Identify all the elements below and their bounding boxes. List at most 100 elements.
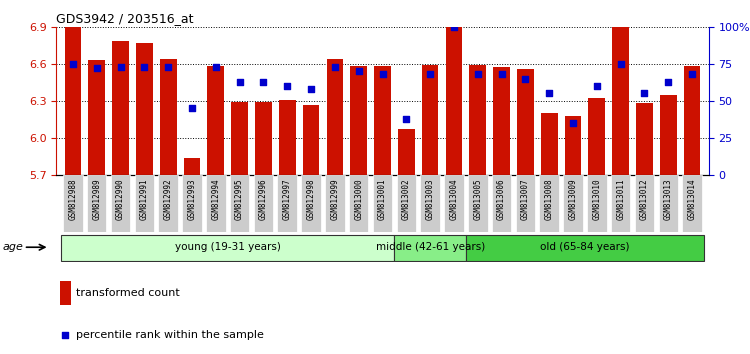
Bar bbox=[684, 66, 700, 175]
Bar bbox=[279, 100, 296, 175]
Point bbox=[662, 79, 674, 84]
Text: GSM813004: GSM813004 bbox=[449, 178, 458, 220]
Bar bbox=[565, 116, 581, 175]
Point bbox=[328, 64, 340, 69]
Text: percentile rank within the sample: percentile rank within the sample bbox=[76, 330, 264, 340]
Text: GSM813000: GSM813000 bbox=[354, 178, 363, 220]
Bar bbox=[88, 60, 105, 175]
FancyBboxPatch shape bbox=[634, 175, 654, 232]
Bar bbox=[517, 69, 534, 175]
Bar bbox=[636, 103, 652, 175]
Text: GSM812999: GSM812999 bbox=[330, 178, 339, 220]
Point bbox=[615, 61, 627, 67]
Point bbox=[115, 64, 127, 69]
Text: GSM813003: GSM813003 bbox=[426, 178, 435, 220]
FancyBboxPatch shape bbox=[492, 175, 512, 232]
Bar bbox=[184, 158, 200, 175]
Text: GSM812998: GSM812998 bbox=[307, 178, 316, 220]
FancyBboxPatch shape bbox=[158, 175, 178, 232]
Text: GSM813002: GSM813002 bbox=[402, 178, 411, 220]
Point bbox=[59, 332, 71, 338]
Bar bbox=[326, 59, 344, 175]
Point bbox=[496, 71, 508, 77]
Point bbox=[543, 91, 555, 96]
Point bbox=[376, 71, 388, 77]
Point bbox=[91, 65, 103, 71]
Text: GSM813007: GSM813007 bbox=[521, 178, 530, 220]
FancyBboxPatch shape bbox=[182, 175, 202, 232]
Point bbox=[638, 91, 650, 96]
Bar bbox=[231, 102, 248, 175]
FancyBboxPatch shape bbox=[87, 175, 106, 232]
Point bbox=[305, 86, 317, 92]
Text: GSM812990: GSM812990 bbox=[116, 178, 125, 220]
Text: GSM812992: GSM812992 bbox=[164, 178, 172, 220]
Point bbox=[686, 71, 698, 77]
FancyBboxPatch shape bbox=[349, 175, 368, 232]
Bar bbox=[303, 105, 320, 175]
Text: GSM812994: GSM812994 bbox=[211, 178, 220, 220]
Point bbox=[400, 116, 412, 121]
Bar bbox=[422, 65, 439, 175]
Bar bbox=[64, 27, 81, 175]
Text: old (65-84 years): old (65-84 years) bbox=[540, 242, 630, 252]
Text: GSM813012: GSM813012 bbox=[640, 178, 649, 220]
FancyBboxPatch shape bbox=[420, 175, 440, 232]
Bar bbox=[160, 59, 176, 175]
Bar bbox=[350, 66, 367, 175]
Text: GDS3942 / 203516_at: GDS3942 / 203516_at bbox=[56, 12, 194, 25]
Text: GSM812988: GSM812988 bbox=[68, 178, 77, 220]
Bar bbox=[446, 27, 462, 175]
FancyBboxPatch shape bbox=[278, 175, 297, 232]
FancyBboxPatch shape bbox=[230, 175, 250, 232]
Text: GSM812989: GSM812989 bbox=[92, 178, 101, 220]
Bar bbox=[136, 43, 153, 175]
Text: GSM813014: GSM813014 bbox=[688, 178, 697, 220]
Bar bbox=[541, 113, 557, 175]
Text: GSM812995: GSM812995 bbox=[235, 178, 244, 220]
FancyBboxPatch shape bbox=[682, 175, 702, 232]
Point bbox=[591, 83, 603, 89]
Text: GSM813011: GSM813011 bbox=[616, 178, 626, 220]
Text: GSM813008: GSM813008 bbox=[544, 178, 554, 220]
Bar bbox=[374, 66, 391, 175]
FancyBboxPatch shape bbox=[394, 235, 466, 261]
Bar bbox=[59, 281, 71, 305]
Bar bbox=[612, 27, 629, 175]
FancyBboxPatch shape bbox=[610, 175, 631, 232]
Text: GSM813010: GSM813010 bbox=[592, 178, 602, 220]
FancyBboxPatch shape bbox=[63, 175, 82, 232]
Bar bbox=[398, 130, 415, 175]
Text: GSM813006: GSM813006 bbox=[497, 178, 506, 220]
FancyBboxPatch shape bbox=[587, 175, 607, 232]
Text: middle (42-61 years): middle (42-61 years) bbox=[376, 242, 484, 252]
FancyBboxPatch shape bbox=[325, 175, 345, 232]
Text: GSM812997: GSM812997 bbox=[283, 178, 292, 220]
Text: GSM812991: GSM812991 bbox=[140, 178, 148, 220]
Point bbox=[186, 105, 198, 111]
Point bbox=[162, 64, 174, 69]
FancyBboxPatch shape bbox=[468, 175, 488, 232]
Bar bbox=[660, 95, 676, 175]
Point bbox=[67, 61, 79, 67]
Text: GSM813001: GSM813001 bbox=[378, 178, 387, 220]
Bar bbox=[255, 102, 272, 175]
Text: age: age bbox=[3, 242, 24, 252]
Point bbox=[520, 76, 532, 81]
Point bbox=[257, 79, 269, 84]
FancyBboxPatch shape bbox=[134, 175, 154, 232]
Point bbox=[472, 71, 484, 77]
FancyBboxPatch shape bbox=[515, 175, 535, 232]
FancyBboxPatch shape bbox=[61, 235, 394, 261]
FancyBboxPatch shape bbox=[397, 175, 416, 232]
Text: GSM813009: GSM813009 bbox=[568, 178, 578, 220]
Point bbox=[281, 83, 293, 89]
Bar bbox=[208, 66, 224, 175]
Point bbox=[233, 79, 245, 84]
Point bbox=[352, 68, 364, 74]
FancyBboxPatch shape bbox=[466, 235, 704, 261]
FancyBboxPatch shape bbox=[373, 175, 392, 232]
Text: GSM812996: GSM812996 bbox=[259, 178, 268, 220]
Bar bbox=[112, 41, 129, 175]
Text: GSM812993: GSM812993 bbox=[188, 178, 196, 220]
